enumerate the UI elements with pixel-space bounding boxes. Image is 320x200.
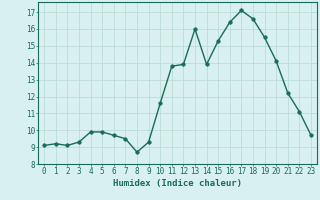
X-axis label: Humidex (Indice chaleur): Humidex (Indice chaleur) [113,179,242,188]
